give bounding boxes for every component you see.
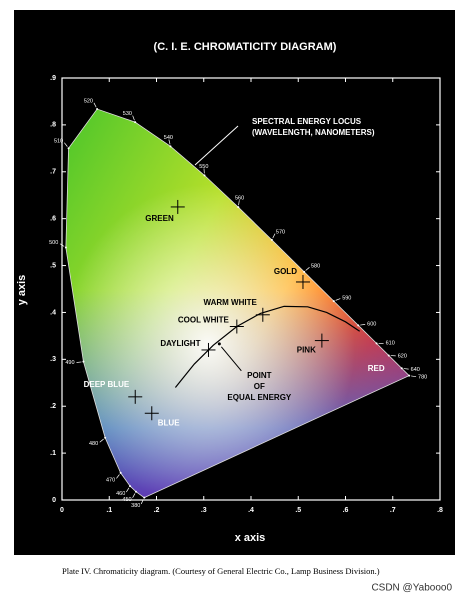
locus-point [303,271,305,273]
wavelength-label: 520 [84,98,93,104]
locus-point [271,239,273,241]
y-tick-label: .1 [50,450,56,457]
point-label: COOL WHITE [178,316,230,325]
wavelength-label: 510 [54,139,63,145]
caption: Plate IV. Chromaticity diagram. (Courtes… [62,566,380,576]
equal-energy-label: OF [254,382,265,391]
locus-point [408,375,410,377]
y-tick-label: .6 [50,216,56,223]
y-tick-label: .8 [50,122,56,129]
wavelength-label: 540 [164,135,173,141]
x-axis-label: x axis [235,532,266,544]
wavelength-label: 570 [276,229,285,235]
equal-energy-point [218,342,221,345]
wavelength-label: 640 [411,367,420,373]
point-label: DEEP BLUE [84,380,130,389]
wavelength-label: 590 [342,295,351,301]
locus-point [376,342,378,344]
wavelength-label: 450 [122,497,131,503]
x-tick-label: 0 [60,507,64,514]
point-label: WARM WHITE [203,298,257,307]
point-label: BLUE [158,418,180,427]
wavelength-label: 610 [386,341,395,347]
x-tick-label: .7 [390,507,396,514]
wavelength-label: 560 [235,196,244,202]
locus-annotation: (WAVELENGTH, NANOMETERS) [252,128,375,137]
wavelength-label: 490 [65,360,74,366]
y-tick-label: .7 [50,169,56,176]
point-label: GREEN [145,214,174,223]
locus-point [135,491,137,493]
wavelength-label: 470 [106,478,115,484]
locus-point [134,121,136,123]
wavelength-label: 530 [123,111,132,117]
locus-point [388,354,390,356]
x-tick-label: .4 [248,507,254,514]
wavelength-label: 500 [49,240,58,246]
y-tick-label: .2 [50,403,56,410]
watermark: CSDN @Yabooo0 [371,583,452,594]
x-tick-label: .2 [154,507,160,514]
locus-point [143,497,145,499]
wavelength-label: 600 [367,322,376,328]
point-label: GOLD [274,267,297,276]
locus-point [96,108,98,110]
x-tick-label: .5 [295,507,301,514]
y-tick-label: .3 [50,356,56,363]
locus-point [82,361,84,363]
chart-title: (C. I. E. CHROMATICITY DIAGRAM) [154,41,337,53]
x-tick-label: .8 [437,507,443,514]
locus-point [401,367,403,369]
locus-point [104,437,106,439]
equal-energy-label: POINT [247,371,272,380]
wavelength-label: 580 [311,263,320,269]
locus-point [333,300,335,302]
locus-point [65,247,67,249]
point-label: DAYLIGHT [160,339,200,348]
y-tick-label: .4 [50,309,56,316]
point-label: RED [368,364,385,373]
y-tick-label: .9 [50,75,56,82]
wavelength-label: 620 [398,353,407,359]
wavelength-label: 460 [116,491,125,497]
wavelength-label: 380 [131,503,140,509]
locus-point [169,145,171,147]
locus-point [68,147,70,149]
locus-point [120,472,122,474]
wavelength-label: 780 [418,374,427,380]
locus-point [357,324,359,326]
wavelength-label: 550 [199,164,208,170]
locus-point [237,206,239,208]
y-axis-label: y axis [16,275,28,306]
y-tick-label: .5 [50,262,56,269]
x-tick-label: .1 [106,507,112,514]
locus-point [129,485,131,487]
y-tick-label: 0 [52,497,56,504]
locus-point [204,174,206,176]
x-tick-label: .6 [343,507,349,514]
point-label: PINK [297,346,316,355]
equal-energy-label: EQUAL ENERGY [227,393,292,402]
locus-annotation: SPECTRAL ENERGY LOCUS [252,117,362,126]
wavelength-label: 480 [89,441,98,447]
x-tick-label: .3 [201,507,207,514]
